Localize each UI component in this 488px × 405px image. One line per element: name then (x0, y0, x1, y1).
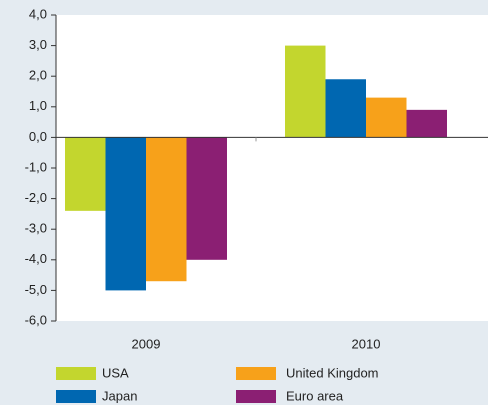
y-tick-label: -5,0 (25, 282, 47, 297)
legend-label: USA (102, 365, 129, 380)
bar (65, 137, 106, 211)
y-tick-label: -6,0 (25, 312, 47, 327)
legend-label: United Kingdom (286, 365, 379, 380)
legend-swatch (56, 367, 96, 380)
y-tick-label: 3,0 (29, 37, 47, 52)
x-tick-label: 2009 (132, 336, 161, 351)
bar (325, 79, 366, 138)
y-tick-label: 4,0 (29, 6, 47, 21)
legend-swatch (56, 390, 96, 403)
y-tick-label: 0,0 (29, 129, 47, 144)
legend-label: Euro area (286, 388, 344, 403)
bar (105, 137, 146, 291)
y-tick-label: 1,0 (29, 98, 47, 113)
bar (366, 97, 407, 138)
legend-swatch (236, 367, 276, 380)
y-tick-label: -1,0 (25, 159, 47, 174)
y-tick-label: -4,0 (25, 251, 47, 266)
y-tick-label: 2,0 (29, 68, 47, 83)
y-tick-label: -2,0 (25, 190, 47, 205)
bar (146, 137, 187, 282)
legend-swatch (236, 390, 276, 403)
bar (406, 109, 447, 138)
y-tick-label: -3,0 (25, 221, 47, 236)
bar (285, 45, 326, 138)
bar (186, 137, 227, 260)
legend-label: Japan (102, 388, 137, 403)
x-tick-label: 2010 (352, 336, 381, 351)
